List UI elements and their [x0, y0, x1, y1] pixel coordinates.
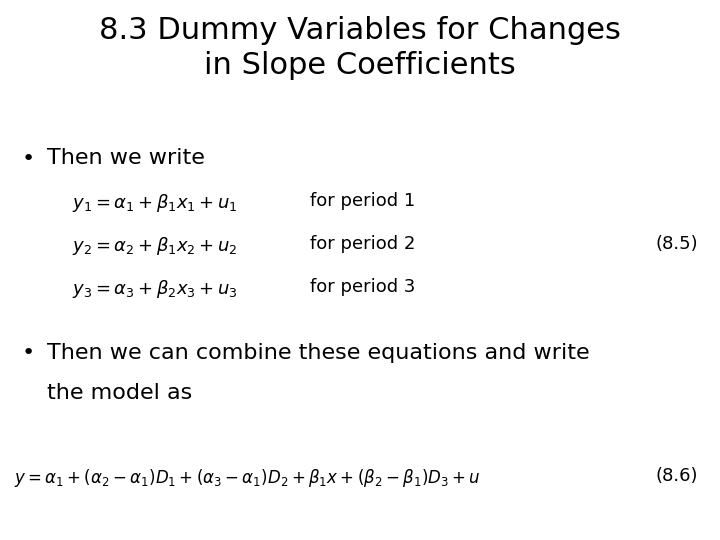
Text: 8.3 Dummy Variables for Changes
in Slope Coefficients: 8.3 Dummy Variables for Changes in Slope… [99, 16, 621, 80]
Text: $y_3 = \alpha_3 + \beta_2 x_3 + u_3$: $y_3 = \alpha_3 + \beta_2 x_3 + u_3$ [72, 278, 238, 300]
Text: •: • [22, 343, 35, 363]
Text: Then we write: Then we write [47, 148, 204, 168]
Text: Then we can combine these equations and write: Then we can combine these equations and … [47, 343, 590, 363]
Text: (8.6): (8.6) [656, 467, 698, 485]
Text: (8.5): (8.5) [656, 235, 698, 253]
Text: $y = \alpha_1 + (\alpha_2 - \alpha_1)D_1 + (\alpha_3 - \alpha_1)D_2 + \beta_1 x : $y = \alpha_1 + (\alpha_2 - \alpha_1)D_1… [14, 467, 481, 489]
Text: for period 1: for period 1 [310, 192, 415, 210]
Text: for period 2: for period 2 [310, 235, 415, 253]
Text: the model as: the model as [47, 383, 192, 403]
Text: •: • [22, 148, 35, 168]
Text: $y_1 = \alpha_1 + \beta_1 x_1 + u_1$: $y_1 = \alpha_1 + \beta_1 x_1 + u_1$ [72, 192, 238, 214]
Text: for period 3: for period 3 [310, 278, 415, 296]
Text: $y_2 = \alpha_2 + \beta_1 x_2 + u_2$: $y_2 = \alpha_2 + \beta_1 x_2 + u_2$ [72, 235, 238, 257]
